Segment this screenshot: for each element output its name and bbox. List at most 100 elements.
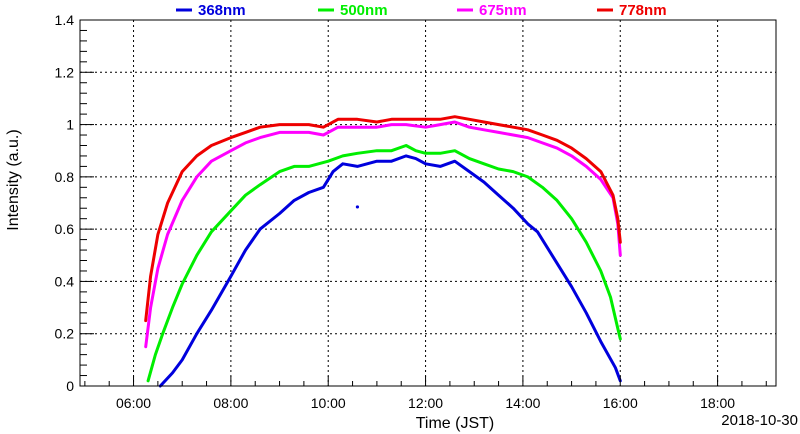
y-tick-label: 0.8: [55, 169, 75, 185]
series-675nm-point: [405, 123, 407, 126]
x-tick-label: 18:00: [700, 395, 735, 411]
series-675nm-point: [195, 175, 198, 178]
series-500nm-point: [181, 283, 184, 285]
series-675nm-point: [149, 306, 152, 309]
x-tick-label: 10:00: [311, 395, 346, 411]
x-tick-label: 16:00: [603, 395, 638, 411]
series-778nm-point: [337, 118, 339, 121]
series-778nm-point: [526, 128, 529, 131]
series-778nm-point: [390, 118, 393, 121]
series-368nm-point: [210, 309, 213, 312]
series-500nm-point: [570, 217, 573, 220]
series-368nm-point: [195, 332, 198, 335]
series-675nm-point: [293, 131, 296, 134]
series-500nm-point: [341, 155, 344, 157]
series-778nm-point: [356, 118, 359, 121]
series-500nm-point: [307, 165, 310, 168]
series-500nm-point: [497, 168, 500, 170]
series-layer: [144, 115, 622, 388]
series-778nm-point: [166, 202, 169, 204]
series-675nm-point: [210, 160, 213, 163]
series-778nm-point: [375, 121, 378, 123]
series-368nm-point: [483, 181, 485, 183]
series-500nm-point: [616, 327, 619, 330]
series-675nm-point: [556, 147, 558, 150]
series-778nm-point: [497, 123, 500, 126]
chart-grid: [80, 20, 776, 386]
series-368nm-point: [526, 223, 529, 225]
series-778nm-point: [541, 134, 544, 136]
series-368nm-point: [512, 207, 515, 210]
series-500nm-point: [147, 379, 150, 382]
series-778nm-point: [424, 118, 427, 121]
series-675nm-point: [585, 165, 588, 168]
series-778nm-point: [570, 147, 573, 150]
series-675nm-point: [453, 121, 456, 123]
series-778nm-point: [483, 121, 485, 123]
series-778nm-point: [453, 115, 456, 118]
series-368nm-point: [585, 311, 588, 314]
series-368nm-point: [278, 212, 281, 215]
series-675nm-point: [356, 126, 359, 129]
legend-label: 368nm: [198, 2, 246, 19]
series-500nm-point: [453, 149, 456, 152]
series-500nm-point: [483, 162, 485, 165]
legend-label: 500nm: [340, 2, 388, 19]
series-500nm-point: [390, 149, 393, 152]
series-675nm-point: [156, 267, 159, 270]
series-778nm-point: [616, 217, 619, 220]
series-675nm-point: [570, 155, 573, 157]
series-778nm-point: [405, 118, 407, 121]
legend-label: 675nm: [479, 2, 527, 19]
series-368nm-point: [551, 254, 554, 257]
series-675nm-point: [541, 141, 544, 144]
series-500nm-point: [439, 152, 442, 155]
series-368nm-point: [244, 249, 247, 251]
series-368nm-point: [414, 157, 417, 160]
series-368nm-point: [599, 340, 602, 343]
series-500nm-point: [468, 157, 471, 160]
plot-frame: [79, 19, 777, 387]
series-500nm-point: [210, 230, 213, 233]
series-778nm-point: [229, 136, 232, 139]
y-tick-label: 0: [66, 378, 74, 394]
series-368nm-point: [322, 186, 325, 189]
series-500nm-line: [146, 144, 622, 383]
series-675nm-point: [259, 136, 261, 139]
series-778nm-point: [149, 275, 152, 278]
series-778nm-point: [144, 319, 147, 322]
series-500nm-point: [405, 144, 407, 147]
series-778nm-point: [195, 155, 198, 157]
series-778nm-point: [181, 170, 184, 173]
series-675nm-point: [322, 134, 325, 136]
y-tick-label: 0.6: [55, 221, 75, 237]
series-675nm-point: [619, 254, 622, 257]
series-778nm-point: [293, 123, 296, 126]
x-tick-label: 08:00: [213, 395, 248, 411]
series-500nm-point: [171, 306, 174, 309]
series-500nm-point: [512, 170, 515, 173]
series-675nm-point: [390, 123, 393, 126]
series-500nm-point: [327, 160, 330, 163]
series-675nm-point: [166, 233, 169, 236]
series-368nm-point: [356, 165, 359, 168]
y-tick-label: 1.4: [55, 12, 75, 28]
series-778nm-point: [556, 139, 558, 142]
series-675nm-point: [278, 131, 281, 134]
axes: 06:00 08:00 10:00 12:00 14:00 16:00 18:00 0 0.2 0…: [55, 12, 767, 411]
series-500nm-point: [259, 183, 261, 186]
series-778nm-point: [612, 194, 614, 197]
legend-label: 778nm: [619, 2, 667, 19]
series-500nm-point: [609, 296, 612, 299]
series-675nm-point: [144, 345, 147, 348]
series-675nm-point: [307, 131, 310, 134]
series-675nm-point: [483, 128, 485, 131]
series-675nm-point: [229, 149, 232, 152]
series-500nm-point: [356, 152, 359, 155]
series-500nm-point: [599, 270, 602, 272]
x-axis-title: Time (JST): [416, 415, 495, 432]
series-778nm-point: [307, 123, 310, 126]
series-500nm-point: [526, 175, 529, 178]
series-675nm-point: [512, 134, 515, 136]
x-tick-label: 12:00: [408, 395, 443, 411]
